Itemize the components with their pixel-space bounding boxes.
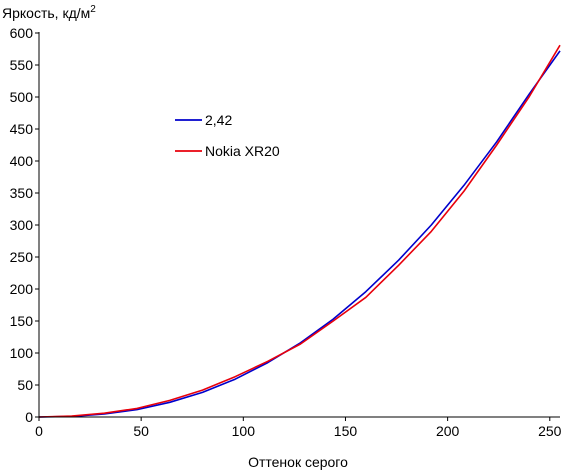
y-tick-label: 450 [10, 121, 34, 137]
y-tick-label: 200 [10, 281, 34, 297]
y-tick-label: 550 [10, 57, 34, 73]
x-axis-title: Оттенок серого [248, 454, 348, 470]
y-tick-label: 0 [25, 409, 33, 425]
y-axis-title-text: Яркость, кд/м [2, 5, 90, 21]
x-tick-label: 250 [538, 423, 562, 439]
series-line-0 [38, 50, 561, 418]
legend-label-0: 2,42 [205, 112, 232, 128]
y-axis-title: Яркость, кд/м2 [2, 4, 96, 21]
y-tick-label: 300 [10, 217, 34, 233]
axes [38, 32, 560, 418]
y-tick-label: 350 [10, 185, 34, 201]
y-tick-label: 600 [10, 25, 34, 41]
series-line-1 [38, 44, 561, 418]
x-tick-label: 100 [232, 423, 256, 439]
ticks: 0 50 100 150 200 250 300 350 400 450 500 550 600 0 50 1… [10, 25, 562, 439]
x-tick-label: 150 [334, 423, 358, 439]
plot-lines [38, 44, 561, 418]
y-tick-label: 500 [10, 89, 34, 105]
y-tick-label: 250 [10, 249, 34, 265]
y-axis-title-superscript: 2 [90, 4, 96, 15]
legend: 2,42 Nokia XR20 [175, 112, 280, 159]
y-tick-label: 50 [17, 377, 33, 393]
y-tick-label: 150 [10, 313, 34, 329]
x-tick-label: 0 [35, 423, 43, 439]
x-tick-label: 200 [436, 423, 460, 439]
y-tick-label: 400 [10, 153, 34, 169]
legend-label-1: Nokia XR20 [205, 143, 280, 159]
y-tick-label: 100 [10, 345, 34, 361]
x-tick-label: 50 [133, 423, 149, 439]
